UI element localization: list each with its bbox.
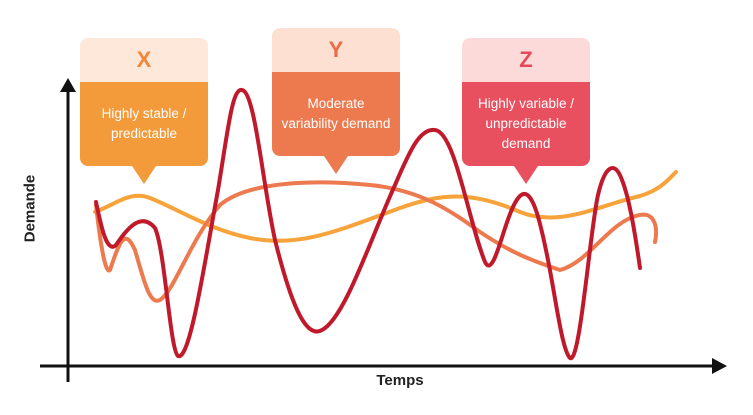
callout-x: X Highly stable / predictable xyxy=(80,38,208,184)
curve-y-moderate xyxy=(94,180,659,303)
callout-x-text: Highly stable / predictable xyxy=(80,82,208,166)
x-axis-label: Temps xyxy=(376,372,424,389)
callout-y-text: Moderate variability demand xyxy=(272,72,400,156)
callout-z-text: Highly variable / unpredictable demand xyxy=(462,82,590,166)
callout-z-letter: Z xyxy=(462,38,590,82)
y-axis-arrow-icon xyxy=(60,78,76,92)
callout-x-pointer xyxy=(132,166,156,184)
callout-z-pointer xyxy=(514,166,538,184)
callout-y: Y Moderate variability demand xyxy=(272,28,400,174)
callout-y-pointer xyxy=(324,156,348,174)
curve-z-variable xyxy=(94,88,642,361)
callout-x-letter: X xyxy=(80,38,208,82)
axes xyxy=(40,78,727,382)
y-axis-label: Demande xyxy=(21,174,39,243)
callout-y-letter: Y xyxy=(272,28,400,72)
callout-z: Z Highly variable / unpredictable demand xyxy=(462,38,590,184)
x-axis-arrow-icon xyxy=(712,358,727,374)
curve-x-stable xyxy=(93,170,678,243)
